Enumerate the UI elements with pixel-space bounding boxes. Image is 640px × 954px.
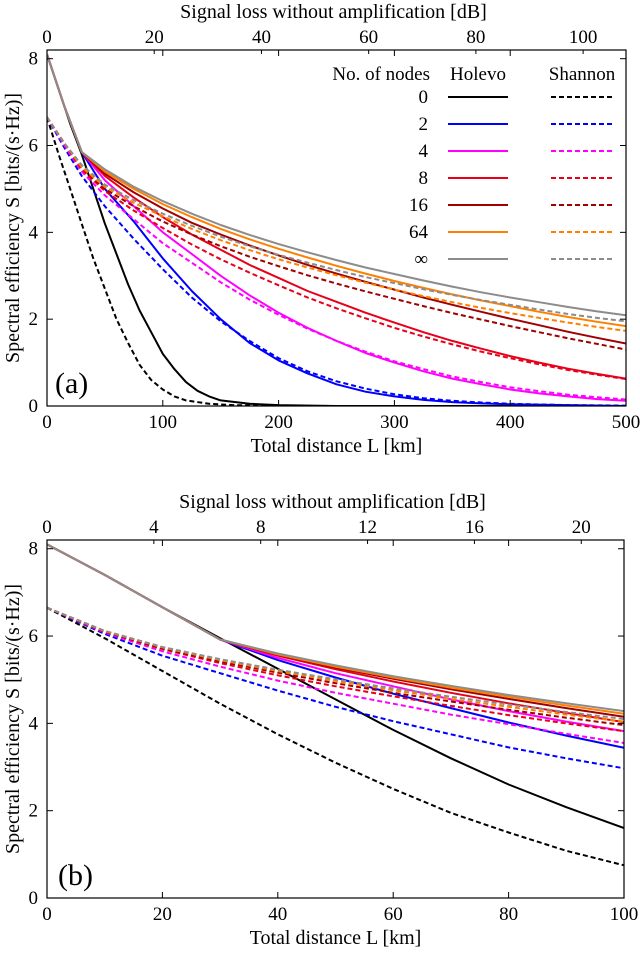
x2-tick-label: 100 <box>569 27 598 48</box>
x-tick-label: 40 <box>268 904 287 925</box>
series-shannon-5 <box>47 116 626 332</box>
series-holevo-5 <box>47 543 624 715</box>
panel-label: (b) <box>58 859 93 892</box>
plot-frame <box>46 49 627 407</box>
y-tick-label: 8 <box>29 539 39 560</box>
plot-frame <box>46 539 625 899</box>
series-shannon-1 <box>47 606 624 770</box>
series-holevo-4 <box>47 543 624 718</box>
x-tick-label: 0 <box>42 904 52 925</box>
x2-axis-title: Signal loss without amplification [dB] <box>179 491 486 513</box>
series-holevo-5 <box>47 53 626 328</box>
x-tick-label: 200 <box>264 412 293 433</box>
x-tick-label: 80 <box>499 904 518 925</box>
series-holevo-2 <box>47 53 626 402</box>
y-tick-label: 8 <box>29 49 39 70</box>
y-tick-label: 6 <box>29 136 39 157</box>
x2-tick-label: 60 <box>359 27 378 48</box>
legend-label: 16 <box>409 195 428 216</box>
y-tick-label: 4 <box>29 222 39 243</box>
y-tick-label: 2 <box>29 309 39 330</box>
x-axis-title: Total distance L [km] <box>250 927 422 949</box>
series-shannon-2 <box>47 116 626 401</box>
series-shannon-4 <box>47 116 626 351</box>
plot-area <box>47 53 626 406</box>
series-shannon-3 <box>47 606 624 733</box>
series-shannon-0 <box>47 117 626 406</box>
series-holevo-3 <box>47 53 626 380</box>
legend-header: Shannon <box>549 64 616 85</box>
series-shannon-6 <box>47 116 626 323</box>
series-holevo-6 <box>47 543 624 713</box>
x2-tick-label: 20 <box>145 27 164 48</box>
plot-area <box>47 543 624 867</box>
x2-axis-title: Signal loss without amplification [dB] <box>180 1 487 23</box>
legend-label: 4 <box>419 141 429 162</box>
x2-tick-label: 0 <box>42 517 52 538</box>
x2-tick-label: 8 <box>256 517 266 538</box>
x2-tick-label: 40 <box>252 27 271 48</box>
legend: No. of nodes Holevo Shannon 0 2 4 8 16 64 ∞ <box>332 64 615 270</box>
x-tick-label: 60 <box>384 904 403 925</box>
panel-label: (a) <box>55 367 88 400</box>
x2-tick-label: 20 <box>572 517 591 538</box>
legend-label: 2 <box>419 114 429 135</box>
series-shannon-0 <box>47 606 624 867</box>
x-tick-label: 400 <box>496 412 525 433</box>
series-shannon-2 <box>47 606 624 744</box>
x-axis-title: Total distance L [km] <box>251 435 423 457</box>
x-tick-label: 0 <box>42 412 52 433</box>
x-tick-label: 100 <box>149 412 178 433</box>
y-tick-label: 6 <box>29 626 39 647</box>
x-tick-label: 20 <box>153 904 172 925</box>
x2-tick-label: 4 <box>149 517 159 538</box>
y-axis-title: Spectral efficiency S [bits/(s·Hz)] <box>2 93 24 363</box>
x2-tick-label: 80 <box>466 27 485 48</box>
y-tick-label: 0 <box>29 396 39 417</box>
x2-tick-label: 16 <box>465 517 484 538</box>
x2-tick-label: 0 <box>42 27 52 48</box>
series-shannon-3 <box>47 116 626 381</box>
y-tick-label: 4 <box>29 713 39 734</box>
legend-label: ∞ <box>414 249 428 270</box>
x-tick-label: 100 <box>610 904 639 925</box>
series-holevo-3 <box>47 543 624 724</box>
x-tick-label: 300 <box>380 412 409 433</box>
legend-header: No. of nodes <box>332 64 430 85</box>
x2-tick-label: 12 <box>358 517 377 538</box>
legend-label: 64 <box>409 222 429 243</box>
y-axis-title: Spectral efficiency S [bits/(s·Hz)] <box>2 584 24 854</box>
series-holevo-0 <box>47 53 626 406</box>
series-shannon-4 <box>47 606 624 727</box>
series-shannon-6 <box>47 606 624 720</box>
legend-label: 8 <box>419 168 429 189</box>
series-holevo-4 <box>47 53 626 345</box>
series-holevo-6 <box>47 53 626 317</box>
y-tick-label: 2 <box>29 801 39 822</box>
x-tick-label: 500 <box>612 412 640 433</box>
legend-header: Holevo <box>450 64 506 85</box>
series-shannon-1 <box>47 116 626 406</box>
panel-b: 0 20 40 60 80 100 0 4 8 12 16 20 0 2 4 6 8 Total distance… <box>2 491 638 949</box>
y-tick-label: 0 <box>29 888 39 909</box>
series-shannon-5 <box>47 606 624 723</box>
legend-label: 0 <box>419 87 429 108</box>
